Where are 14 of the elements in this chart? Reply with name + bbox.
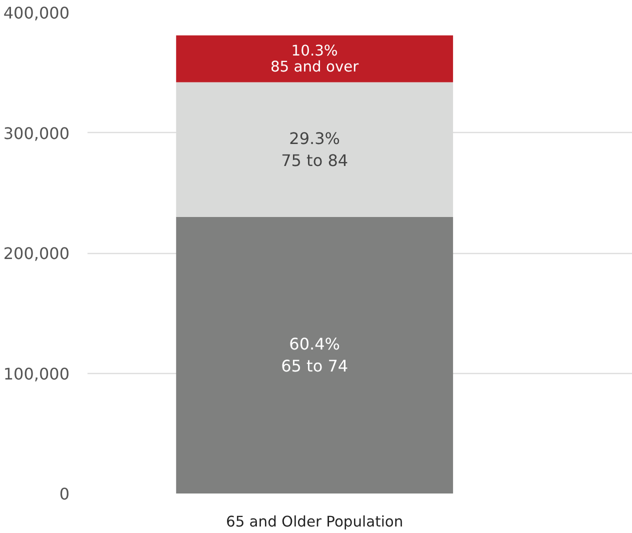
series-label: 75 to 84 bbox=[281, 151, 348, 170]
series-label: 85 and over bbox=[270, 58, 360, 76]
y-tick-label: 400,000 bbox=[3, 4, 70, 22]
annotation: 10.3% bbox=[291, 42, 338, 60]
y-tick-label: 300,000 bbox=[3, 124, 70, 143]
bar bbox=[176, 35, 454, 82]
y-tick-label: 200,000 bbox=[3, 244, 70, 263]
series-label: 65 to 74 bbox=[281, 356, 348, 376]
bar bbox=[176, 216, 454, 494]
annotation: 29.3% bbox=[289, 129, 340, 148]
y-tick-label: 0 bbox=[59, 484, 70, 504]
y-tick-label: 100,000 bbox=[3, 364, 70, 384]
x-tick-label: 65 and Older Population bbox=[226, 514, 404, 530]
annotation: 60.4% bbox=[289, 334, 340, 354]
